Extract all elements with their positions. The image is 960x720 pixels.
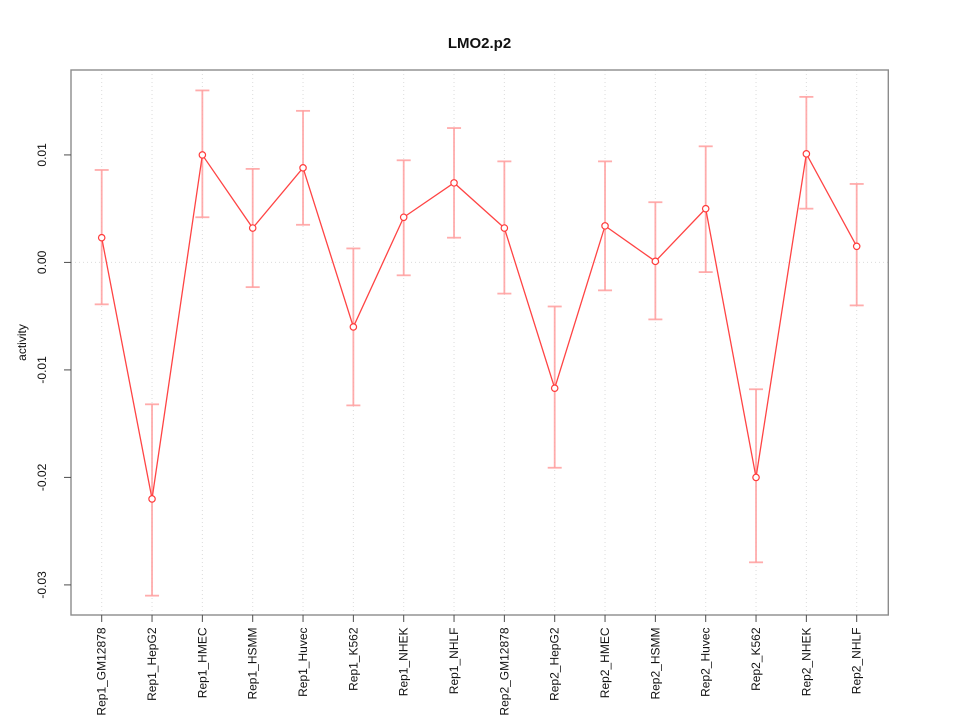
- axis-ticks: [64, 154, 858, 622]
- x-category-label: Rep1_NHLF: [447, 628, 461, 695]
- data-point: [550, 384, 559, 392]
- x-category-label: Rep2_GM12878: [497, 627, 511, 715]
- x-category-label: Rep2_HMEC: [598, 627, 612, 698]
- y-tick-label: 0.01: [35, 143, 49, 167]
- x-category-label: Rep1_HepG2: [145, 627, 159, 701]
- y-tick-label: 0.00: [35, 250, 49, 274]
- data-point: [701, 204, 710, 213]
- series-line: [101, 151, 858, 500]
- data-point: [450, 179, 458, 187]
- y-axis-label: activity: [15, 324, 29, 361]
- data-point: [198, 151, 207, 159]
- x-category-label: Rep2_HepG2: [548, 627, 562, 701]
- x-category-label: Rep2_NHLF: [850, 628, 864, 695]
- x-category-label: Rep1_HMEC: [195, 627, 209, 698]
- x-category-label: Rep1_NHEK: [397, 628, 411, 697]
- x-category-label: Rep2_Huvec: [699, 628, 713, 697]
- x-tick-labels: Rep1_GM12878 Rep1_HepG2 Rep1_HMEC Rep1_HSMM…: [95, 627, 864, 715]
- plot-border: [70, 69, 889, 616]
- data-point: [148, 495, 156, 503]
- data-point: [248, 224, 257, 232]
- x-category-label: Rep1_K562: [346, 627, 360, 691]
- data-point: [802, 150, 811, 158]
- x-category-label: Rep1_GM12878: [95, 627, 109, 715]
- data-point: [399, 213, 408, 222]
- x-category-label: Rep2_NHEK: [799, 628, 813, 697]
- x-category-label: Rep2_HSMM: [648, 628, 662, 700]
- y-tick-labels: 0.01 0.00 -0.01 -0.02 -0.03: [35, 143, 49, 599]
- data-point: [852, 242, 861, 251]
- data-points: [97, 150, 861, 503]
- data-point: [349, 323, 358, 331]
- data-point: [651, 257, 660, 266]
- data-point: [752, 473, 760, 482]
- y-tick-label: -0.02: [35, 463, 49, 491]
- gridlines: [71, 70, 889, 615]
- chart-title: LMO2.p2: [448, 35, 511, 52]
- x-category-label: Rep1_Huvec: [296, 628, 310, 697]
- y-tick-label: -0.01: [35, 356, 49, 384]
- y-tick-label: -0.03: [35, 571, 49, 599]
- data-point: [299, 164, 307, 172]
- data-point: [601, 222, 609, 230]
- x-category-label: Rep2_K562: [749, 627, 763, 691]
- data-point: [500, 224, 509, 232]
- data-point: [97, 233, 106, 242]
- x-category-label: Rep1_HSMM: [246, 628, 260, 700]
